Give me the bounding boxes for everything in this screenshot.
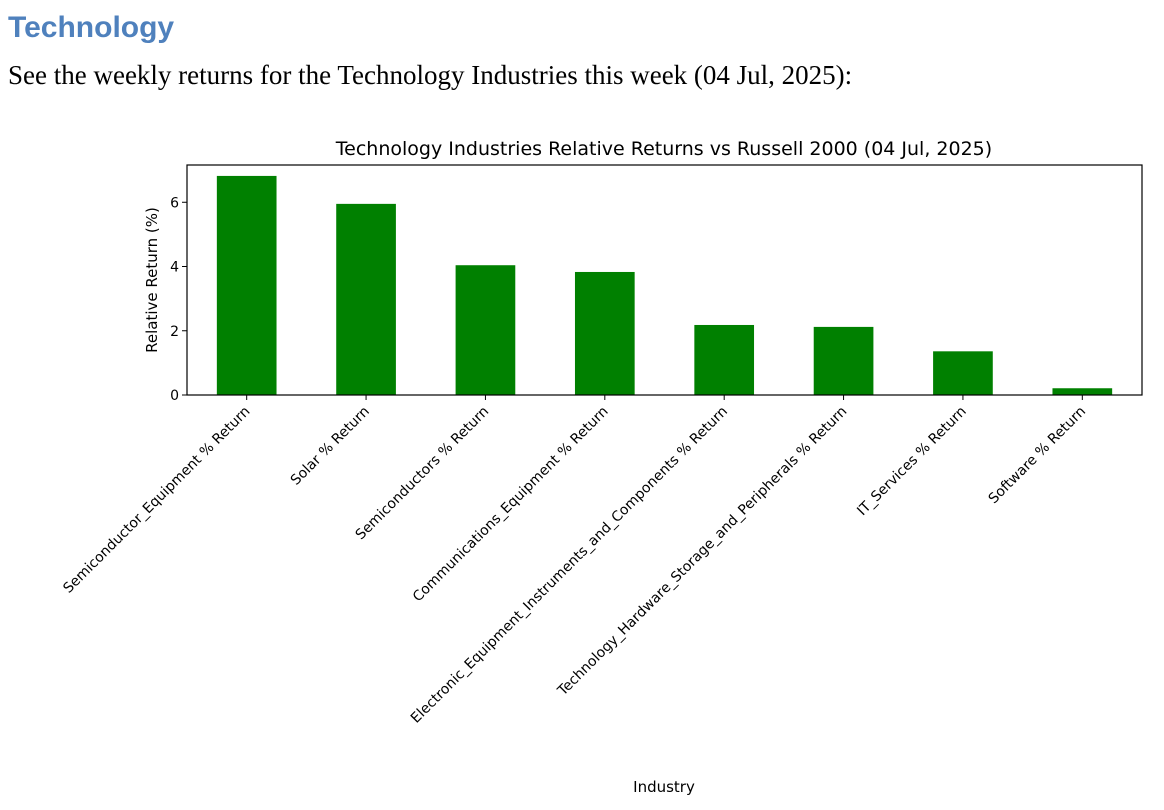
bar-5 <box>813 326 874 395</box>
bars-layer <box>216 175 1113 395</box>
x-tick-label-5: Technology_Hardware_Storage_and_Peripher… <box>554 404 850 700</box>
x-tick-label-3: Communications_Equipment % Return <box>410 404 612 606</box>
bar-3 <box>574 271 635 395</box>
y-tick-label-2: 4 <box>170 260 179 276</box>
x-tick-label-7: Software % Return <box>986 404 1090 508</box>
y-tick-label-1: 2 <box>170 324 179 340</box>
x-tick-label-6: IT_Services % Return <box>854 404 970 520</box>
y-axis-label: Relative Return (%) <box>143 207 161 353</box>
bar-6 <box>933 351 993 395</box>
x-tick-label-2: Semiconductors % Return <box>353 404 493 544</box>
intro-paragraph: See the weekly returns for the Technolog… <box>8 60 853 90</box>
y-axis-ticks: 0 2 4 6 <box>170 195 187 404</box>
y-tick-label-3: 6 <box>170 195 179 211</box>
x-axis-label: Industry <box>633 778 695 796</box>
y-tick-label-0: 0 <box>170 388 179 404</box>
bar-7 <box>1052 388 1113 395</box>
bar-1 <box>336 203 396 395</box>
bar-2 <box>455 265 516 395</box>
x-tick-label-1: Solar % Return <box>288 404 373 489</box>
chart-title: Technology Industries Relative Returns v… <box>335 138 992 160</box>
plot-area-frame <box>186 164 1143 396</box>
x-axis-ticks: Semiconductor_Equipment % Return Solar % … <box>60 395 1089 727</box>
x-tick-label-0: Semiconductor_Equipment % Return <box>60 404 253 597</box>
bar-0 <box>216 175 277 395</box>
section-heading: Technology <box>8 11 175 44</box>
bar-4 <box>694 324 755 395</box>
